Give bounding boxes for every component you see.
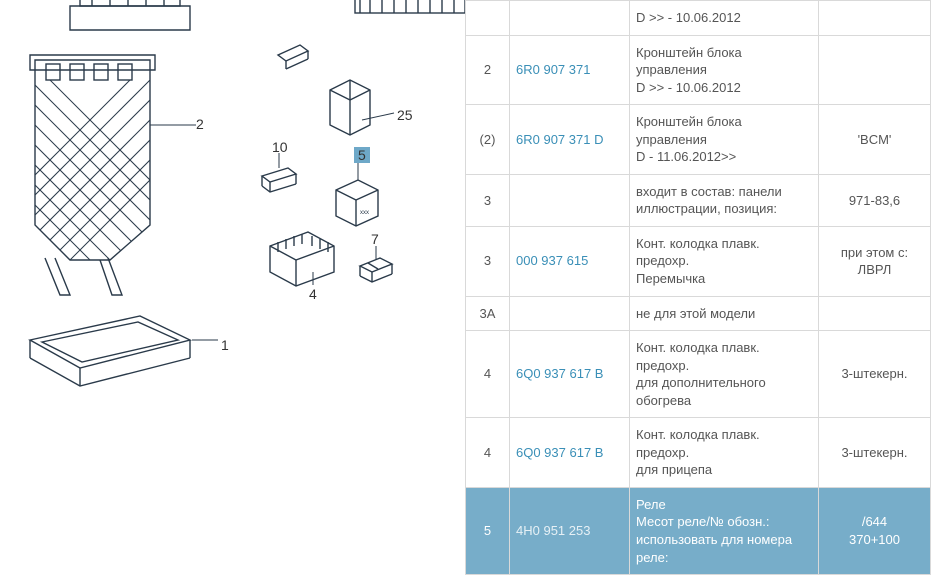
pos-cell: 3A [466,296,510,331]
part-cell [510,174,630,226]
part-cell: 000 937 615 [510,226,630,296]
part-cell [510,296,630,331]
description-cell: Конт. колодка плавк. предохр.Перемычка [630,226,819,296]
part-cell: 6R0 907 371 [510,35,630,105]
parts-row[interactable]: 2 6R0 907 371 Кронштейн блока управленияD … [466,35,931,105]
parts-diagram[interactable]: xxx [0,0,465,586]
note-cell: 971-83,6 [819,174,931,226]
description-cell: не для этой модели [630,296,819,331]
parts-row[interactable]: 3 000 937 615 Конт. колодка плавк. предохр… [466,226,931,296]
pos-cell: 2 [466,35,510,105]
note-cell: /644370+100 [819,487,931,574]
description-cell: входит в состав: панели иллюстрации, поз… [630,174,819,226]
parts-row[interactable]: 3A не для этой модели [466,296,931,331]
part-cell: 4H0 951 253 [510,487,630,574]
part-number-link[interactable]: 6R0 907 371 D [516,132,603,147]
note-cell [819,35,931,105]
note-cell: при этом с: ЛВРЛ [819,226,931,296]
description-cell: РелеМесот реле/№ обозн.:использовать для… [630,487,819,574]
diagram-callout-10[interactable]: 10 [272,140,288,154]
part-cell: 6R0 907 371 D [510,105,630,175]
description-cell: Конт. колодка плавк. предохр.для прицепа [630,418,819,488]
parts-table: D >> - 10.06.2012 2 6R0 907 371 Кронштейн б… [465,0,931,575]
pos-cell [466,1,510,36]
part-cell [510,1,630,36]
svg-text:xxx: xxx [360,210,369,216]
part-number-link[interactable]: 6R0 907 371 [516,62,590,77]
note-cell: 3-штекерн. [819,331,931,418]
pos-cell: 3 [466,226,510,296]
part-number-link[interactable]: 000 937 615 [516,253,588,268]
parts-row[interactable]: 4 6Q0 937 617 B Конт. колодка плавк. предо… [466,331,931,418]
parts-row[interactable]: 4 6Q0 937 617 B Конт. колодка плавк. предо… [466,418,931,488]
description-cell: Конт. колодка плавк. предохр.для дополни… [630,331,819,418]
parts-row[interactable]: 3 входит в состав: панели иллюстрации, по… [466,174,931,226]
pos-cell: 4 [466,331,510,418]
pos-cell: 4 [466,418,510,488]
note-cell: 3-штекерн. [819,418,931,488]
diagram-callout-25[interactable]: 25 [397,108,413,122]
note-cell: 'BCM' [819,105,931,175]
note-cell [819,1,931,36]
diagram-callout-4[interactable]: 4 [309,287,317,301]
part-cell: 6Q0 937 617 B [510,418,630,488]
part-number-link[interactable]: 6Q0 937 617 B [516,445,603,460]
description-cell: Кронштейн блока управленияD - 11.06.2012… [630,105,819,175]
parts-table-pane: D >> - 10.06.2012 2 6R0 907 371 Кронштейн б… [465,0,931,586]
part-number-link[interactable]: 4H0 951 253 [516,523,590,538]
diagram-svg: xxx [0,0,465,586]
description-cell: D >> - 10.06.2012 [630,1,819,36]
note-cell [819,296,931,331]
diagram-callout-7[interactable]: 7 [371,232,379,246]
diagram-callout-1[interactable]: 1 [221,338,229,352]
parts-row[interactable]: (2) 6R0 907 371 D Кронштейн блока управлен… [466,105,931,175]
diagram-callout-2[interactable]: 2 [196,117,204,131]
pos-cell: 5 [466,487,510,574]
pos-cell: 3 [466,174,510,226]
part-number-link[interactable]: 6Q0 937 617 B [516,366,603,381]
description-cell: Кронштейн блока управленияD >> - 10.06.2… [630,35,819,105]
diagram-callout-5[interactable]: 5 [354,147,370,163]
pos-cell: (2) [466,105,510,175]
parts-row[interactable]: D >> - 10.06.2012 [466,1,931,36]
part-cell: 6Q0 937 617 B [510,331,630,418]
parts-row[interactable]: 5 4H0 951 253 РелеМесот реле/№ обозн.:испо… [466,487,931,574]
